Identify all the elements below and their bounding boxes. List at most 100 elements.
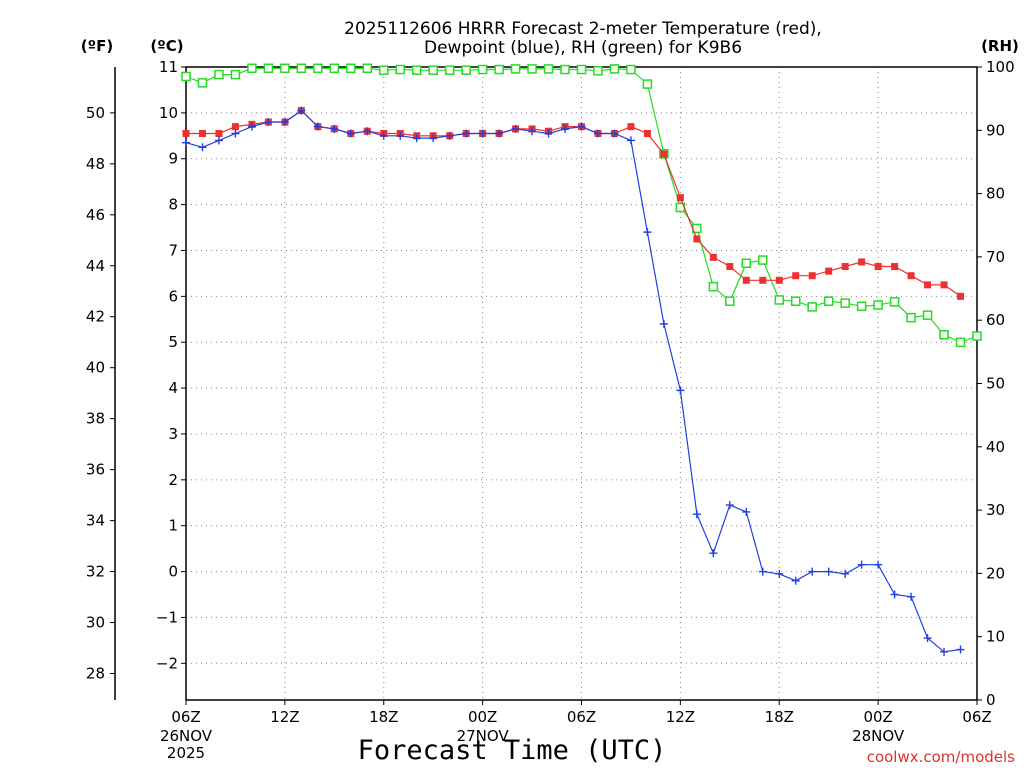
celsius-tick-label: −1 [156, 608, 178, 626]
rh-point [428, 65, 438, 75]
temperature-point [182, 130, 190, 138]
time-tick-label: 06Z [962, 708, 991, 726]
rh-point [181, 71, 191, 82]
fahrenheit-tick-label: 36 [86, 461, 105, 479]
celsius-tick-label: 0 [168, 563, 178, 581]
celsius-tick-label: 6 [168, 287, 178, 305]
dewpoint-point [264, 118, 273, 127]
fahrenheit-axis: 50 48 46 44 42 40 38 36 34 32 30 28 [86, 104, 115, 682]
celsius-tick-label: 5 [168, 333, 178, 351]
dewpoint-point [907, 592, 916, 601]
dewpoint-point [626, 136, 635, 145]
dewpoint-point [214, 136, 223, 145]
rh-point [840, 298, 850, 308]
celsius-tick-label: 8 [168, 196, 178, 214]
dewpoint-point [593, 129, 602, 138]
temperature-point [676, 194, 684, 202]
fahrenheit-tick-label: 50 [86, 104, 105, 122]
dewpoint-point [198, 143, 207, 152]
rh-point [955, 337, 966, 348]
dewpoint-point [692, 510, 701, 519]
rh-point [313, 63, 323, 74]
chart-title-line-2: Dewpoint (blue), RH (green) for K9B6 [424, 38, 742, 58]
celsius-tick-label: 7 [168, 241, 178, 259]
time-tick-label: 18Z [765, 708, 794, 726]
rh-point [527, 64, 537, 74]
dewpoint-point [956, 645, 965, 654]
rh-point [214, 69, 224, 80]
dewpoint-point [923, 634, 932, 643]
temperature-point [643, 130, 651, 138]
dewpoint-point [231, 129, 240, 138]
fahrenheit-tick-label: 44 [86, 257, 105, 275]
time-tick-label: 00Z [863, 708, 892, 726]
dewpoint-point [709, 549, 718, 558]
rh-point [922, 310, 933, 320]
rh-point [593, 66, 603, 76]
time-tick-label: 12Z [270, 708, 299, 726]
dewpoint-point [544, 129, 553, 138]
temperature-point [957, 292, 965, 300]
dewpoint-point [874, 560, 883, 569]
fahrenheit-tick-label: 40 [86, 359, 105, 377]
fahrenheit-tick-label: 46 [86, 206, 105, 224]
temperature-point [825, 267, 833, 275]
rh-point [626, 64, 636, 75]
temperature-point [742, 276, 750, 284]
time-tick-date-label: 27NOV [457, 727, 510, 745]
rh-point [280, 63, 290, 74]
rh-point [510, 64, 521, 74]
dewpoint-point [643, 228, 652, 237]
rh-point [329, 63, 340, 74]
temperature-point [775, 276, 783, 284]
dewpoint-point [313, 122, 322, 131]
dewpoint-point [824, 567, 833, 576]
rh-point [444, 65, 455, 75]
rh-point [230, 69, 241, 80]
time-tick-label: 06Z [567, 708, 596, 726]
dewpoint-point [445, 131, 454, 140]
fahrenheit-unit-label: (ºF) [81, 37, 113, 55]
celsius-tick-label: 3 [168, 425, 178, 443]
credit-text: coolwx.com/models [867, 748, 1015, 766]
fahrenheit-tick-label: 28 [86, 664, 105, 682]
rh-tick-label: 40 [986, 438, 1005, 456]
celsius-tick-label: 4 [168, 379, 178, 397]
temperature-series [182, 107, 965, 300]
time-tick-label: 12Z [666, 708, 695, 726]
plot-area-frame [185, 66, 978, 701]
dewpoint-line [185, 109, 961, 653]
temperature-point [792, 272, 800, 280]
rh-point [576, 64, 587, 75]
time-tick-label: 18Z [369, 708, 398, 726]
rh-tick-label: 70 [986, 248, 1005, 266]
temperature-point [726, 263, 734, 271]
rh-point [790, 296, 801, 306]
rh-point [774, 295, 784, 305]
fahrenheit-tick-label: 32 [86, 563, 105, 581]
dewpoint-point [676, 386, 685, 395]
fahrenheit-tick-label: 48 [86, 155, 105, 173]
dewpoint-point [396, 131, 405, 140]
rh-point [758, 255, 768, 265]
dewpoint-point [940, 647, 949, 656]
dewpoint-point [808, 567, 817, 576]
temperature-point [874, 263, 882, 271]
dewpoint-point [610, 129, 619, 138]
fahrenheit-tick-label: 38 [86, 410, 105, 428]
rh-point [296, 63, 307, 74]
rh-point [642, 79, 653, 89]
time-tick-date-label: 26NOV [160, 727, 213, 745]
temperature-point [215, 130, 223, 138]
dewpoint-point [742, 507, 751, 516]
rh-tick-label: 80 [986, 185, 1005, 203]
rh-point [247, 63, 257, 74]
dewpoint-point [462, 129, 471, 138]
rh-tick-label: 50 [986, 375, 1005, 393]
temperature-point [231, 123, 239, 131]
rh-point [362, 63, 373, 74]
rh-point [543, 64, 554, 74]
